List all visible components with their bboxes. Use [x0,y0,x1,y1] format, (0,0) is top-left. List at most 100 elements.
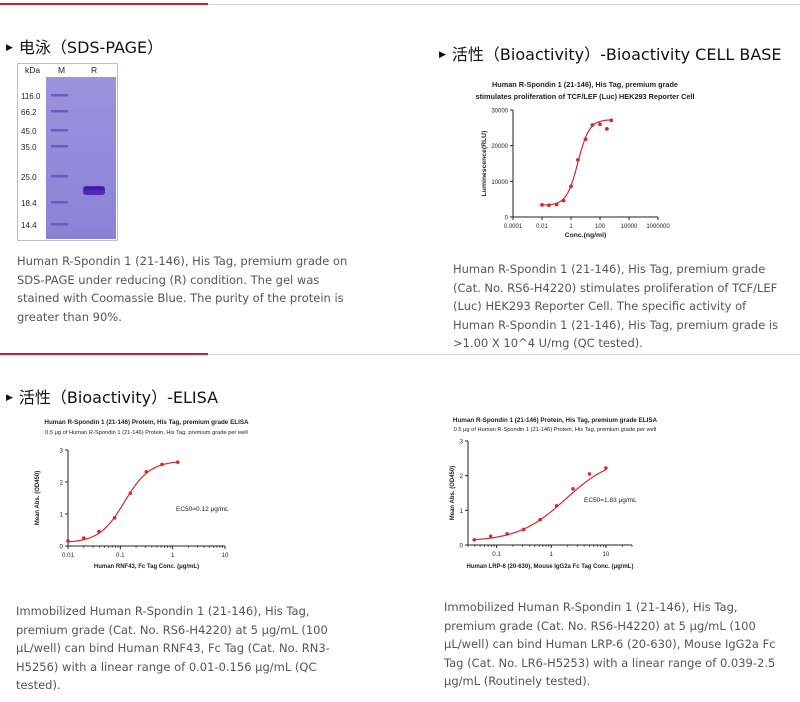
gel-lanes [46,77,116,239]
data-point [472,538,477,542]
data-point [576,158,580,162]
x-tick-label: 1 [171,552,175,559]
fit-curve [474,469,607,541]
data-point [554,202,559,207]
x-tick-label: 0.01 [536,224,548,230]
elisa-lrp6-description: Immobilized Human R-Spondin 1 (21-146), … [444,600,776,688]
data-point [587,472,592,476]
chart-title: Human R-Spondin 1 (21-146), His Tag, pre… [492,80,678,89]
y-tick-label: 10000 [491,180,508,186]
data-point [554,504,559,508]
gel-header-r: R [91,65,97,75]
gel-marker-labels: 116.0 66.2 45.0 35.0 25.0 18.4 14.4 [21,92,41,230]
marker-label: 25.0 [21,173,37,182]
data-point [569,184,573,189]
mid-divider [0,353,800,355]
data-point [505,532,509,536]
y-tick-label: 3 [60,448,64,455]
y-tick-label: 0 [505,216,509,222]
chart-title: Human R-Spondin 1 (21-146) Protein, His … [453,417,658,424]
chart-title: Human R-Spondin 1 (21-146) Protein, His … [44,419,249,426]
sds-title-text: 电泳（SDS-PAGE） [18,38,164,57]
y-tick-label: 2 [460,473,464,480]
bullet-triangle-icon: ▶ [6,393,13,403]
ec50-annotation: EC50=1.83 μg/mL [584,497,637,504]
data-point [609,118,614,123]
data-point [604,466,608,470]
data-point [538,517,542,522]
data-point [605,127,609,131]
data-point [128,491,133,495]
marker-label: 18.4 [21,199,37,208]
cell-bioactivity-chart: Human R-Spondin 1 (21-146), His Tag, pre… [476,80,695,239]
y-axis-label: Mean Abs. (OD450) [450,466,456,520]
bullet-triangle-icon: ▶ [439,50,446,60]
data-point [583,137,588,142]
gel-header-kda: kDa [25,65,40,75]
x-tick-label: 0.1 [492,551,501,558]
data-point [598,122,602,127]
x-tick-label: 10 [602,551,609,558]
fit-curve [67,461,178,543]
data-point [144,469,149,474]
top-divider-accent [0,3,208,5]
x-axis-label: Human RNF43, Fc Tag Conc. (μg/mL) [94,564,199,570]
y-axis-label: Mean Abs. (OD450) [35,471,41,525]
y-tick-label: 1 [60,512,64,519]
chart-subtitle: stimulates proliferation of TCF/LEF (Luc… [476,92,695,101]
y-axis-label: Luminescence(RLU) [481,131,488,197]
x-tick-label: 1 [550,551,554,558]
y-tick-label: 0 [60,544,64,551]
y-tick-label: 3 [460,439,464,446]
fit-curve [541,119,612,206]
data-point [160,462,164,467]
marker-label: 66.2 [21,108,37,117]
x-tick-label: 10 [222,552,229,559]
x-tick-label: 100 [595,224,606,230]
sds-gel-image: kDa M R 116.0 66.2 45.0 35.0 25.0 18.4 1… [17,63,118,241]
data-point [97,529,101,534]
y-tick-label: 0 [460,543,464,550]
data-point [561,198,566,203]
cell-title-text: 活性（Bioactivity）-Bioactivity CELL BASE [451,45,782,64]
marker-label: 14.4 [21,221,37,230]
data-point [547,203,551,208]
ec50-annotation: EC50=0.12 μg/mL [176,506,229,513]
y-tick-label: 20000 [491,144,508,150]
cell-section-title: ▶ 活性（Bioactivity）-Bioactivity CELL BASE [439,41,782,65]
x-tick-label: 0.0001 [504,224,523,230]
x-tick-label: 0.1 [116,552,125,559]
marker-label: 116.0 [21,92,41,101]
elisa-title-text: 活性（Bioactivity）-ELISA [18,388,219,407]
x-tick-label: 1000000 [646,224,670,230]
gel-header-m: M [58,65,65,75]
bullet-triangle-icon: ▶ [6,43,13,53]
data-point [521,527,526,532]
chart-subtitle: 0.5 μg of Human R-Spondin 1 (21-146) Pro… [45,430,248,436]
marker-ladder [51,94,68,226]
y-tick-label: 1 [460,508,464,515]
y-tick-label: 2 [60,480,64,487]
data-point [571,487,575,491]
y-tick-label: 30000 [491,109,508,115]
top-divider [0,3,800,5]
sds-description: Human R-Spondin 1 (21-146), His Tag, pre… [17,254,348,324]
data-point [112,516,117,520]
data-point [590,123,595,127]
chart-subtitle: 0.5 μg of Human R-Spondin 1 (21-146) Pro… [454,427,657,433]
elisa-rnf43-description: Immobilized Human R-Spondin 1 (21-146), … [16,604,330,692]
x-tick-label: 1 [569,224,573,230]
x-tick-label: 10000 [621,224,638,230]
sds-section-title: ▶ 电泳（SDS-PAGE） [6,34,163,58]
x-tick-label: 0.01 [62,552,75,559]
data-point [488,534,493,539]
cell-description: Human R-Spondin 1 (21-146), His Tag, pre… [453,262,779,350]
marker-label: 45.0 [21,127,37,136]
data-point [540,202,544,207]
elisa-rnf43-chart: Human R-Spondin 1 (21-146) Protein, His … [35,419,249,570]
x-axis-label: Conc.(ng/ml) [565,232,607,239]
marker-label: 35.0 [21,143,37,152]
data-point [175,460,180,464]
elisa-section-title: ▶ 活性（Bioactivity）-ELISA [6,384,218,408]
x-axis-label: Human LRP-6 (20-630), Mouse IgG2a Fc Tag… [467,564,634,570]
